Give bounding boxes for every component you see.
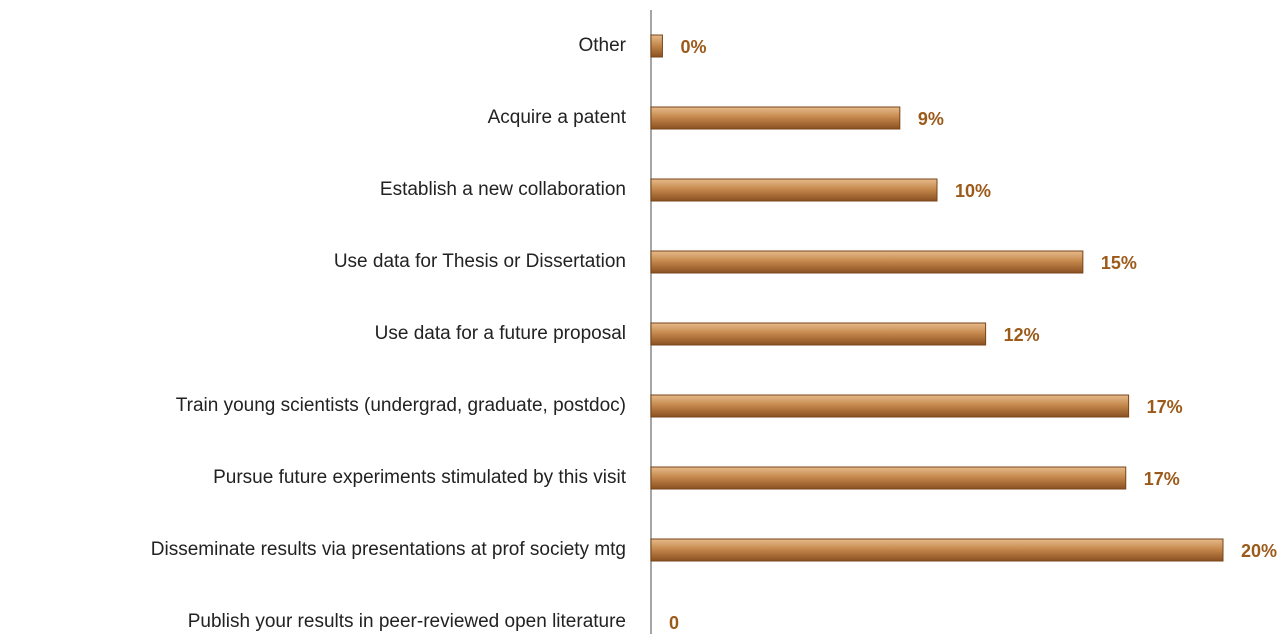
value-label: 17%: [1144, 469, 1180, 489]
bar: [650, 34, 663, 58]
category-label: Disseminate results via presentations at…: [151, 539, 626, 560]
bar: [650, 538, 1224, 562]
value-label: 0: [669, 613, 679, 633]
value-label: 12%: [1004, 325, 1040, 345]
category-label: Use data for Thesis or Dissertation: [334, 251, 626, 272]
bar: [650, 178, 938, 202]
category-label: Pursue future experiments stimulated by …: [213, 467, 627, 488]
category-label: Use data for a future proposal: [375, 323, 626, 344]
value-label: 9%: [918, 109, 944, 129]
category-label: Publish your results in peer-reviewed op…: [188, 611, 626, 632]
category-label: Other: [578, 35, 626, 56]
value-label: 17%: [1147, 397, 1183, 417]
value-label: 10%: [955, 181, 991, 201]
bar: [650, 322, 987, 346]
category-label: Train young scientists (undergrad, gradu…: [176, 395, 626, 416]
bar: [650, 394, 1130, 418]
category-label: Acquire a patent: [488, 107, 627, 128]
value-label: 20%: [1241, 541, 1277, 561]
value-label: 15%: [1101, 253, 1137, 273]
bar: [650, 106, 901, 130]
value-label: 0%: [680, 37, 706, 57]
bar: [650, 466, 1127, 490]
bar: [650, 250, 1084, 274]
category-label: Establish a new collaboration: [380, 179, 626, 200]
